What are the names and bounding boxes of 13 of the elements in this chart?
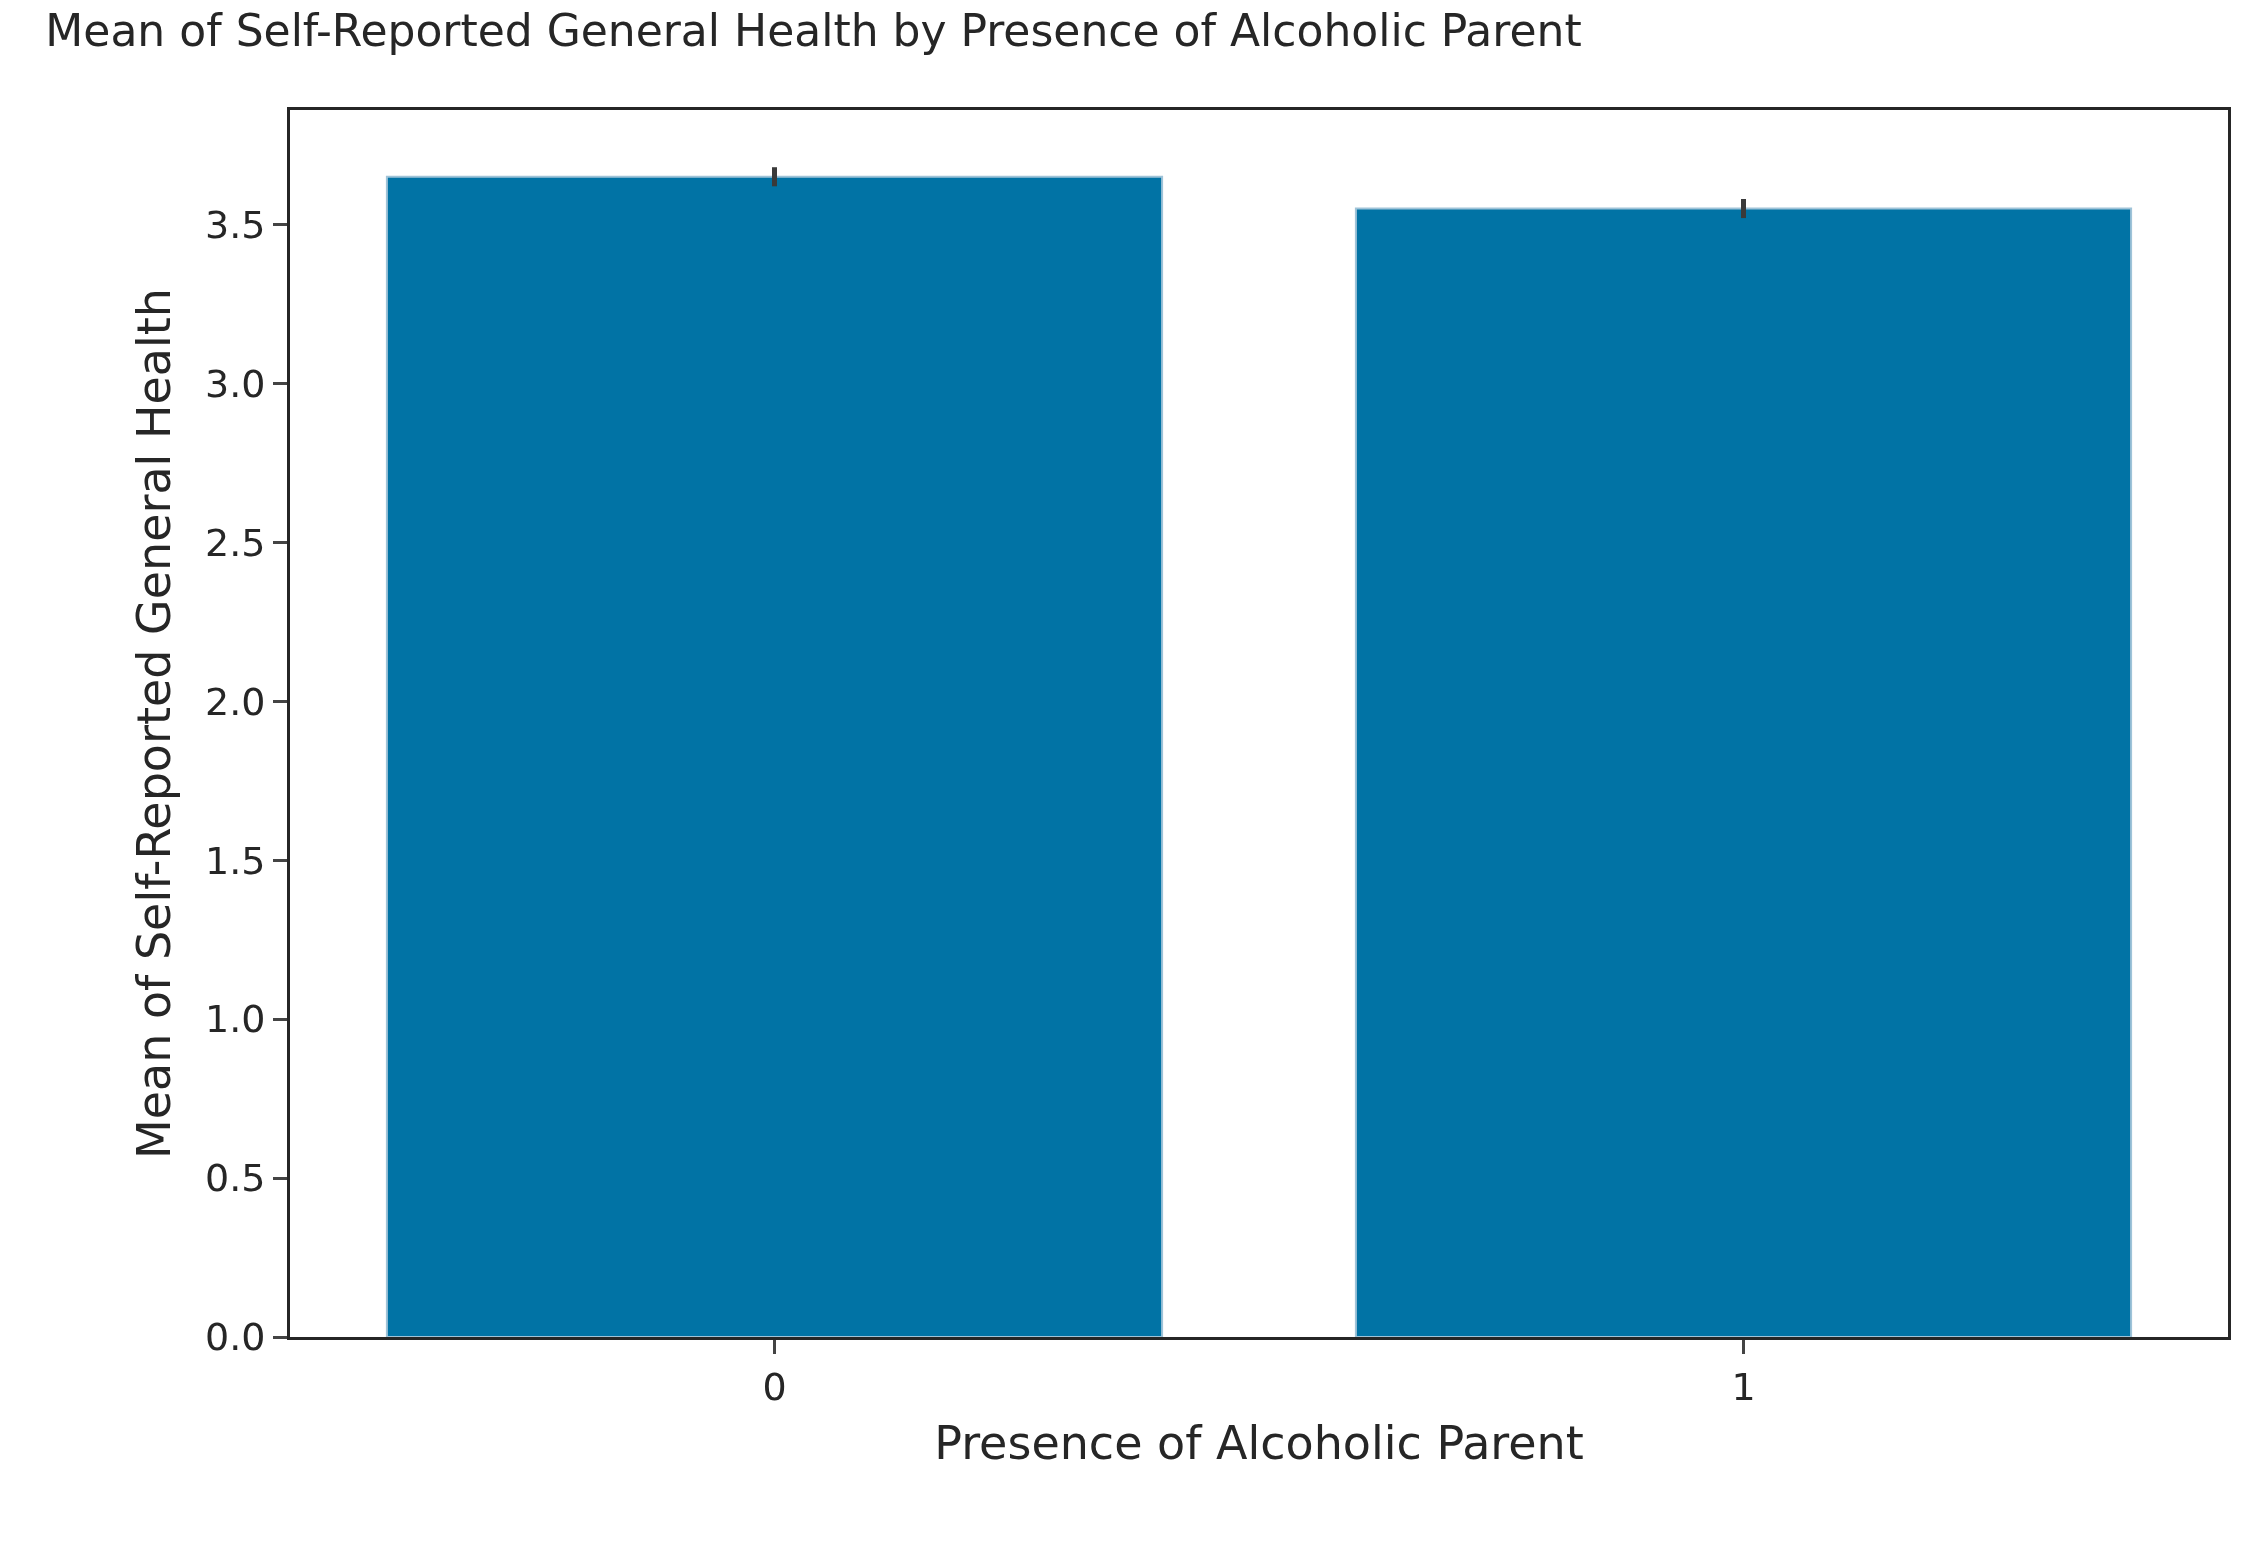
y-tick-label: 2.5 — [204, 520, 266, 565]
y-tick-label: 2.0 — [204, 679, 266, 724]
x-axis-title: Presence of Alcoholic Parent — [934, 1416, 1584, 1471]
y-axis-title: Mean of Self-Reported General Health — [127, 287, 182, 1160]
y-tick-label: 1.0 — [204, 997, 266, 1042]
x-tick-label: 1 — [1731, 1364, 1756, 1409]
chart-title: Mean of Self-Reported General Health by Presence of Alcoholic Parent — [45, 5, 1582, 57]
y-tick-label: 0.0 — [204, 1315, 266, 1360]
y-tick-label: 1.5 — [204, 838, 266, 883]
y-tick-label: 3.5 — [204, 202, 266, 247]
y-tick-label: 0.5 — [204, 1156, 266, 1201]
x-tick-label: 0 — [762, 1364, 787, 1409]
y-tick-label: 3.0 — [204, 361, 266, 406]
